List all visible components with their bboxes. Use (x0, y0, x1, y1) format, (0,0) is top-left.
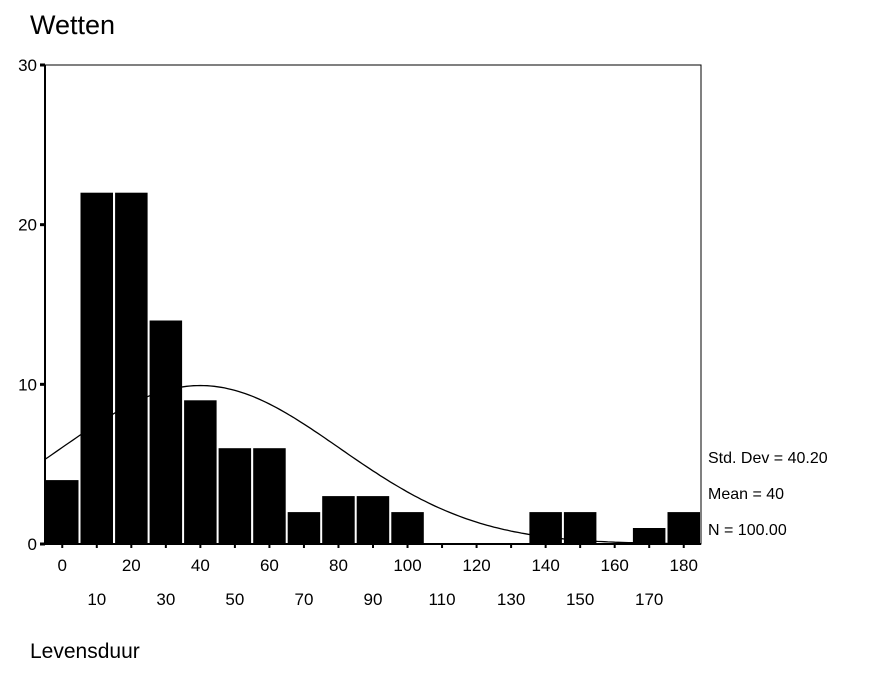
x-tick-label: 0 (58, 556, 67, 575)
x-tick-label: 60 (260, 556, 279, 575)
stats-line: Std. Dev = 40.20 (708, 450, 828, 467)
bar-150 (563, 512, 597, 544)
x-tick-label: 120 (462, 556, 490, 575)
bars-group (46, 192, 700, 544)
bar-40 (184, 400, 217, 544)
bar-20 (115, 192, 148, 544)
x-tick-label: 20 (122, 556, 141, 575)
x-tick-label: 10 (87, 590, 106, 609)
normal-curve (44, 384, 702, 545)
bar-80 (322, 496, 355, 544)
bar-180 (667, 512, 700, 544)
stats-line: Mean = 40 (708, 486, 784, 503)
x-tick-label: 170 (635, 590, 663, 609)
y-axis-ticks: 0 10 20 30 (18, 56, 45, 554)
chart-title: Wetten (30, 10, 116, 40)
x-tick-label: 150 (566, 590, 594, 609)
x-tick-label: 50 (225, 590, 244, 609)
bar-70 (287, 512, 321, 544)
y-tick-label: 0 (28, 535, 37, 554)
stats-box: Std. Dev = 40.20 Mean = 40 N = 100.00 (708, 450, 828, 539)
bar-30 (149, 320, 183, 544)
x-tick-label: 70 (294, 590, 313, 609)
bar-170 (632, 528, 666, 544)
x-axis-ticks: 0 20 40 60 80 100 120 140 160 180 10 30 50 70 90 110 130… (58, 544, 698, 609)
y-tick-label: 20 (18, 216, 37, 235)
x-tick-label: 40 (191, 556, 210, 575)
bar-50 (218, 448, 252, 544)
bar-0 (46, 480, 79, 544)
x-tick-label: 110 (428, 590, 455, 609)
x-tick-label: 80 (329, 556, 348, 575)
x-tick-label: 90 (364, 590, 383, 609)
y-tick-label: 10 (18, 375, 37, 394)
x-tick-label: 180 (670, 556, 698, 575)
bar-10 (80, 192, 113, 544)
x-tick-label: 140 (531, 556, 559, 575)
x-tick-label: 100 (393, 556, 421, 575)
x-tick-label: 160 (600, 556, 628, 575)
bar-90 (356, 496, 390, 544)
bar-140 (529, 512, 562, 544)
x-tick-label: 130 (497, 590, 525, 609)
stats-line: N = 100.00 (708, 522, 787, 539)
x-axis-label: Levensduur (30, 640, 140, 663)
y-tick-label: 30 (18, 56, 37, 75)
bar-60 (253, 448, 286, 544)
bar-100 (391, 512, 424, 544)
x-tick-label: 30 (156, 590, 175, 609)
